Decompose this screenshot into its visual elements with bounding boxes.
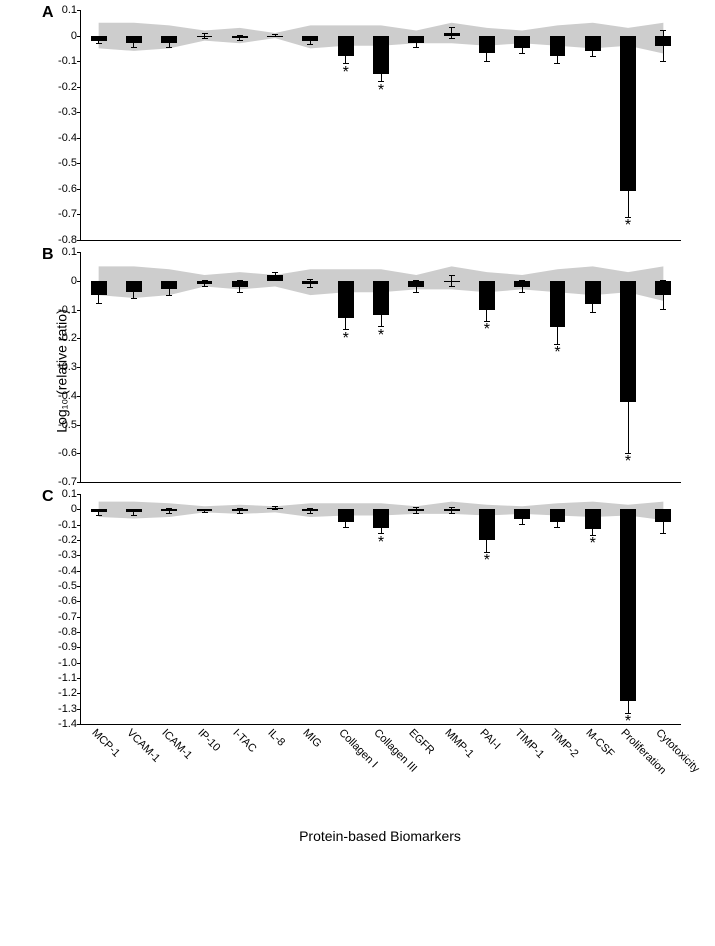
significance-star: * <box>343 330 349 348</box>
xtick-label: VCAM-1 <box>124 727 162 765</box>
significance-star: * <box>484 552 490 570</box>
plot-area: 0.10-0.1-0.2-0.3-0.4-0.5-0.6-0.7-0.8*** <box>80 10 681 241</box>
plot-area: 0.10-0.1-0.2-0.3-0.4-0.5-0.6-0.7-0.8-0.9… <box>80 494 681 725</box>
panel-B: B0.10-0.1-0.2-0.3-0.4-0.5-0.6-0.7***** <box>80 252 680 490</box>
significance-star: * <box>343 64 349 82</box>
plot-area: 0.10-0.1-0.2-0.3-0.4-0.5-0.6-0.7***** <box>80 252 681 483</box>
significance-star: * <box>590 535 596 553</box>
panel-label: C <box>42 488 54 506</box>
xtick-label: IL-8 <box>265 727 287 749</box>
x-axis-label: Protein-based Biomarkers <box>80 828 680 844</box>
significance-star: * <box>554 344 560 362</box>
y-axis-label: Log₁₀ (relative ratio) <box>54 309 70 432</box>
xtick-label: MCP-1 <box>89 727 122 760</box>
xtick-label: IP-10 <box>195 727 222 754</box>
xtick-label: MIG <box>301 727 324 750</box>
significance-star: * <box>378 327 384 345</box>
xtick-label: MMP-1 <box>442 727 476 761</box>
xtick-label: TIMP-1 <box>513 727 547 761</box>
xtick-label: I-TAC <box>230 727 258 755</box>
panel-A: A0.10-0.1-0.2-0.3-0.4-0.5-0.6-0.7-0.8*** <box>80 10 680 248</box>
xtick-label: EGFR <box>407 727 437 757</box>
significance-star: * <box>625 453 631 471</box>
significance-star: * <box>484 321 490 339</box>
significance-star: * <box>625 217 631 235</box>
panel-C: C0.10-0.1-0.2-0.3-0.4-0.5-0.6-0.7-0.8-0.… <box>80 494 680 824</box>
significance-star: * <box>378 82 384 100</box>
xtick-label: ICAM-1 <box>160 727 195 762</box>
significance-star: * <box>378 534 384 552</box>
panel-label: A <box>42 4 54 22</box>
xtick-label: TiMP-2 <box>548 727 581 760</box>
figure: A0.10-0.1-0.2-0.3-0.4-0.5-0.6-0.7-0.8***… <box>10 10 715 844</box>
bar <box>620 509 636 701</box>
xtick-label: PAI-I <box>477 727 502 752</box>
panel-label: B <box>42 246 54 264</box>
xtick-label: M-CSF <box>583 727 616 760</box>
